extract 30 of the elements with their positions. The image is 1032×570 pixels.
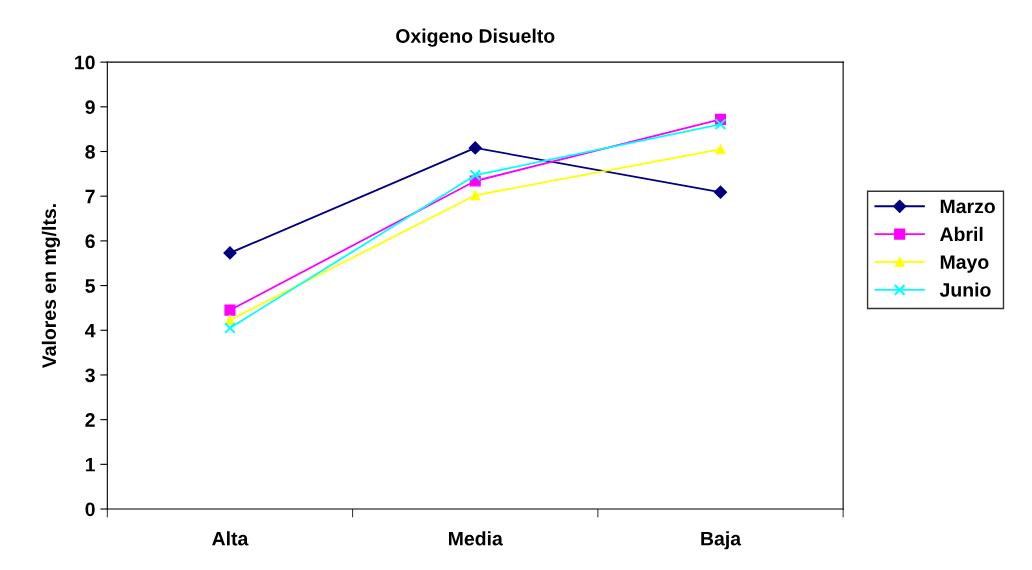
legend-label: Abril <box>940 226 983 242</box>
y-tick-label: 7 <box>85 189 95 204</box>
y-tick-label: 8 <box>85 144 95 159</box>
point <box>223 246 237 260</box>
point <box>714 118 727 131</box>
point <box>468 141 482 155</box>
point <box>224 322 236 334</box>
point <box>225 315 235 325</box>
y-tick-label: 3 <box>85 368 95 383</box>
point <box>224 304 236 316</box>
y-tick-label: 6 <box>85 234 95 249</box>
legend-label: Junio <box>939 282 991 297</box>
y-tick-label: 1 <box>85 457 95 472</box>
chart-title: Oxigeno Disuelto <box>396 28 555 47</box>
y-tick-label: 9 <box>85 100 95 115</box>
point <box>469 169 482 182</box>
point <box>715 144 726 155</box>
x-tick-label: Baja <box>701 531 742 550</box>
y-tick-label: 0 <box>85 502 95 517</box>
y-tick-label: 2 <box>85 413 95 427</box>
legend-label: Mayo <box>940 255 989 273</box>
point <box>470 190 481 201</box>
legend-label: Marzo <box>940 199 995 214</box>
x-tick-label: Media <box>448 531 503 546</box>
y-tick-label: 10 <box>75 55 95 70</box>
y-tick-label: 4 <box>85 323 96 338</box>
y-tick-label: 5 <box>85 279 95 293</box>
x-tick-label: Alta <box>212 531 249 546</box>
y-axis-title: Valores en mg/lts. <box>41 204 61 369</box>
point <box>713 185 728 199</box>
